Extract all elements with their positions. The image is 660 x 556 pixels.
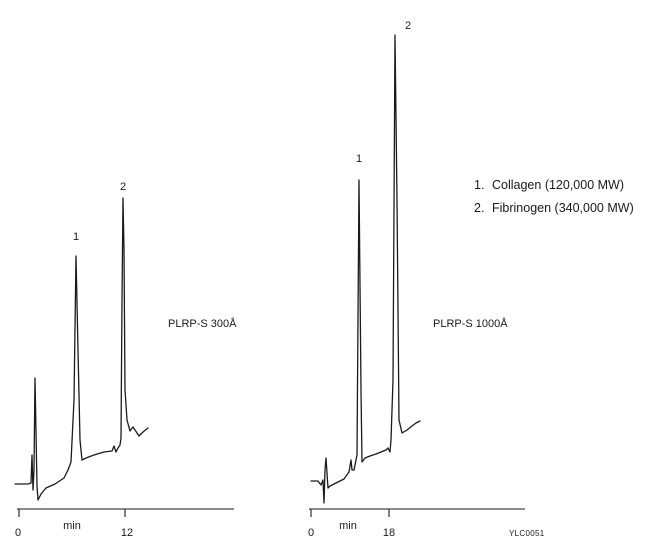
left-column-label: PLRP-S 300Å — [168, 317, 237, 330]
right-tick-label-18: 18 — [383, 527, 395, 539]
legend-number: 2. — [474, 201, 485, 215]
left-tick-label-12: 12 — [121, 527, 133, 539]
right-column-label: PLRP-S 1000Å — [433, 317, 508, 330]
left-peak-label-1: 1 — [73, 231, 79, 243]
legend-number: 1. — [474, 178, 485, 192]
right-tick-label-0: 0 — [308, 527, 314, 539]
left-tick-label-0: 0 — [15, 527, 21, 539]
chromatogram-right: 0 18 min 1 2 PLRP-S 1000Å — [308, 20, 525, 539]
right-peak-label-1: 1 — [356, 153, 362, 165]
left-peak-label-2: 2 — [120, 181, 126, 193]
left-trace — [14, 197, 149, 501]
legend: 1. Collagen (120,000 MW) 2. Fibrinogen (34… — [474, 174, 634, 220]
left-x-axis-label: min — [63, 520, 81, 532]
figure-code: YLC0051 — [509, 529, 545, 538]
legend-text: Fibrinogen (340,000 MW) — [492, 201, 634, 215]
chromatogram-left: 0 12 min 1 2 PLRP-S 300Å — [14, 181, 237, 539]
legend-item-fibrinogen: 2. Fibrinogen (340,000 MW) — [474, 197, 634, 220]
right-x-axis-label: min — [339, 520, 357, 532]
right-peak-label-2: 2 — [405, 20, 411, 32]
legend-item-collagen: 1. Collagen (120,000 MW) — [474, 174, 634, 197]
right-trace — [310, 34, 421, 504]
legend-text: Collagen (120,000 MW) — [492, 178, 625, 192]
